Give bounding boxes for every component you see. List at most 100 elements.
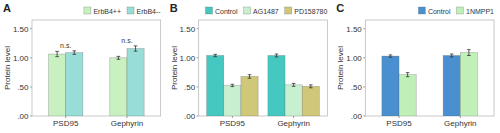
error-line bbox=[118, 56, 119, 59]
error-cap bbox=[231, 84, 235, 85]
legend-item: 1NMPP1 bbox=[456, 7, 494, 15]
legend-swatch bbox=[285, 7, 292, 14]
x-tick bbox=[399, 116, 400, 118]
error-cap bbox=[406, 76, 410, 77]
y-axis-label: Protein level bbox=[170, 46, 179, 90]
error-bar bbox=[309, 85, 313, 88]
error-line bbox=[276, 54, 277, 57]
error-bar bbox=[55, 51, 59, 56]
marks bbox=[382, 50, 478, 116]
error-bar bbox=[248, 75, 252, 78]
legend-swatch bbox=[205, 7, 212, 14]
x-tick-label: PSD95 bbox=[53, 119, 79, 128]
error-bar bbox=[231, 84, 235, 86]
y-tick-label: 1.00 bbox=[13, 54, 29, 63]
legend-label: ErbB4-- bbox=[137, 8, 162, 15]
y-axis-label: Protein level bbox=[336, 46, 345, 90]
error-cap bbox=[213, 56, 217, 57]
legend: Control AG1487 PD158780 bbox=[205, 7, 327, 15]
bar bbox=[110, 58, 127, 116]
error-cap bbox=[406, 72, 410, 73]
error-cap bbox=[450, 56, 454, 57]
legend-item: Control bbox=[205, 7, 238, 15]
y-tick-label: .00 bbox=[351, 112, 363, 121]
y-axis-label: Protein level bbox=[3, 46, 12, 90]
x-tick-label: Gephyrin bbox=[277, 119, 309, 128]
chart: .00.501.001.50PSD95Gephyrinn.s.n.s.Prote… bbox=[0, 0, 500, 133]
error-bar bbox=[467, 50, 471, 56]
legend: Control 1NMPP1 bbox=[418, 7, 494, 15]
error-line bbox=[407, 73, 408, 77]
x-tick-label: Gephyrin bbox=[444, 119, 476, 128]
legend-swatch bbox=[244, 7, 251, 14]
legend-swatch bbox=[418, 7, 425, 14]
x-tick bbox=[126, 116, 127, 118]
y-tick-label: .00 bbox=[184, 112, 196, 121]
bar bbox=[443, 55, 460, 116]
bar bbox=[460, 53, 477, 116]
y-tick-label: 1.50 bbox=[180, 25, 196, 34]
y-tick-label: 1.50 bbox=[346, 25, 362, 34]
error-bar bbox=[117, 56, 121, 59]
legend: ErbB4++ ErbB4-- bbox=[84, 7, 161, 15]
panel-label: A bbox=[3, 2, 11, 14]
legend-swatch bbox=[127, 7, 134, 14]
bar bbox=[127, 49, 144, 116]
x-tick-label: PSD95 bbox=[386, 119, 412, 128]
bar bbox=[224, 85, 241, 116]
x-tick bbox=[65, 116, 66, 118]
error-cap bbox=[248, 78, 252, 79]
error-cap bbox=[72, 54, 76, 55]
error-line bbox=[468, 50, 469, 56]
bar bbox=[285, 85, 302, 116]
error-cap bbox=[292, 83, 296, 84]
y-tick-label: 1.00 bbox=[180, 54, 196, 63]
error-cap bbox=[248, 74, 252, 75]
marks bbox=[49, 46, 145, 116]
error-line bbox=[249, 75, 250, 78]
bar bbox=[49, 54, 66, 116]
legend-label: 1NMPP1 bbox=[466, 8, 494, 15]
plot-frame bbox=[32, 20, 161, 116]
panel: .00.501.001.50PSD95GephyrinProtein level… bbox=[336, 2, 494, 128]
x-tick bbox=[460, 116, 461, 118]
error-bar bbox=[72, 51, 76, 54]
error-cap bbox=[55, 56, 59, 57]
error-line bbox=[57, 51, 58, 56]
legend-item: PD158780 bbox=[285, 7, 328, 15]
error-cap bbox=[389, 54, 393, 55]
error-cap bbox=[55, 51, 59, 52]
panel-label: B bbox=[170, 2, 178, 14]
error-line bbox=[451, 54, 452, 57]
error-cap bbox=[309, 84, 313, 85]
error-cap bbox=[134, 51, 138, 52]
error-cap bbox=[117, 56, 121, 57]
error-bar bbox=[450, 54, 454, 57]
panel: .00.501.001.50PSD95Gephyrinn.s.n.s.Prote… bbox=[3, 2, 161, 128]
bar bbox=[66, 53, 83, 116]
error-line bbox=[293, 83, 294, 86]
legend-label: PD158780 bbox=[294, 8, 327, 15]
plot-frame bbox=[365, 20, 494, 116]
error-cap bbox=[134, 45, 138, 46]
x-tick bbox=[232, 116, 233, 118]
error-cap bbox=[72, 50, 76, 51]
legend-label: AG1487 bbox=[253, 8, 279, 15]
legend-item: ErbB4++ bbox=[84, 7, 121, 15]
legend-label: Control bbox=[215, 8, 238, 15]
x-tick-label: PSD95 bbox=[220, 119, 246, 128]
bar bbox=[241, 76, 258, 116]
annotation: n.s. bbox=[60, 42, 71, 49]
error-cap bbox=[292, 86, 296, 87]
y-tick-label: .50 bbox=[17, 83, 29, 92]
error-bar bbox=[389, 55, 393, 57]
legend-item: Control bbox=[418, 7, 451, 15]
legend-item: ErbB4-- bbox=[127, 7, 161, 15]
error-bar bbox=[275, 54, 279, 57]
y-tick-label: .50 bbox=[351, 83, 363, 92]
y-tick-label: 1.50 bbox=[13, 25, 29, 34]
legend-item: AG1487 bbox=[244, 7, 279, 15]
legend-label: Control bbox=[428, 8, 451, 15]
marks bbox=[207, 54, 320, 116]
error-cap bbox=[117, 59, 121, 60]
